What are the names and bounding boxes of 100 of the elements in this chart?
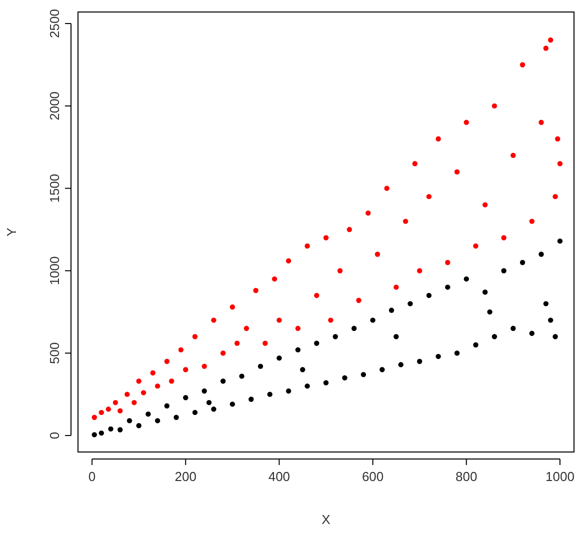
point — [529, 218, 534, 224]
y-axis-title: Y — [4, 227, 19, 236]
point — [445, 260, 450, 266]
point — [436, 354, 441, 360]
point — [211, 406, 216, 412]
point — [520, 62, 526, 68]
point — [136, 378, 142, 384]
point — [168, 378, 174, 384]
point — [140, 390, 146, 396]
point — [244, 326, 250, 332]
point — [164, 358, 170, 364]
point — [154, 418, 160, 424]
y-tick-label: 1500 — [47, 174, 62, 203]
point — [416, 358, 422, 364]
point — [351, 326, 357, 332]
point — [118, 408, 123, 414]
point — [473, 243, 478, 249]
point — [402, 218, 408, 224]
point — [118, 427, 123, 432]
point — [360, 372, 366, 378]
point — [92, 432, 97, 438]
point — [552, 194, 558, 200]
point — [262, 340, 268, 346]
point — [464, 120, 469, 126]
point — [136, 423, 142, 428]
point — [416, 268, 422, 274]
point — [501, 235, 506, 240]
point — [473, 342, 478, 348]
point — [529, 330, 534, 336]
point — [239, 374, 244, 379]
point — [426, 292, 432, 298]
point — [192, 334, 198, 340]
point — [192, 410, 198, 416]
point — [286, 258, 292, 264]
point — [174, 414, 179, 420]
x-tick-label: 200 — [174, 469, 196, 484]
point — [510, 152, 516, 158]
point — [374, 252, 380, 257]
x-tick-label: 600 — [362, 469, 384, 484]
point — [286, 388, 292, 394]
point — [108, 426, 114, 432]
point — [337, 268, 343, 274]
point — [112, 400, 118, 406]
x-tick-label: 400 — [268, 469, 290, 484]
point — [300, 367, 306, 372]
point — [248, 396, 254, 402]
x-tick-label: 800 — [456, 469, 478, 484]
point — [154, 383, 160, 389]
point — [304, 243, 310, 249]
point — [267, 392, 272, 397]
point — [126, 418, 132, 424]
point — [454, 169, 460, 174]
point — [557, 161, 563, 166]
point — [124, 392, 130, 397]
point — [426, 194, 432, 200]
point — [253, 288, 258, 294]
point — [464, 276, 469, 282]
y-tick-label: 2000 — [47, 91, 62, 120]
x-tick-label: 0 — [88, 469, 96, 484]
point — [183, 395, 188, 400]
point — [548, 37, 554, 43]
point — [92, 414, 97, 420]
point — [328, 318, 334, 323]
y-tick-label: 0 — [47, 432, 62, 440]
point — [164, 403, 170, 408]
point — [202, 388, 207, 394]
point — [552, 334, 558, 340]
point — [394, 284, 399, 290]
point — [230, 402, 236, 407]
point — [394, 334, 399, 340]
point — [557, 238, 563, 244]
point — [258, 364, 264, 369]
point — [230, 304, 236, 310]
x-axis-title: X — [322, 512, 331, 527]
point — [412, 161, 418, 166]
point — [314, 340, 320, 346]
point — [492, 103, 498, 109]
point — [323, 235, 329, 240]
point — [295, 347, 301, 352]
y-tick-label: 2500 — [47, 9, 62, 38]
point — [276, 355, 282, 361]
point — [146, 411, 151, 417]
point — [202, 364, 207, 369]
point — [106, 406, 112, 412]
point — [436, 136, 441, 142]
point — [314, 292, 320, 298]
point — [178, 347, 184, 352]
point — [98, 410, 104, 416]
point — [272, 276, 278, 282]
point — [323, 380, 329, 386]
point — [206, 400, 212, 406]
point — [183, 367, 188, 372]
point — [220, 350, 226, 356]
point — [370, 318, 376, 323]
y-tick-label: 1000 — [47, 256, 62, 286]
point — [346, 226, 352, 232]
point — [543, 301, 549, 306]
point — [150, 370, 156, 376]
point — [445, 284, 450, 290]
point — [538, 252, 544, 257]
